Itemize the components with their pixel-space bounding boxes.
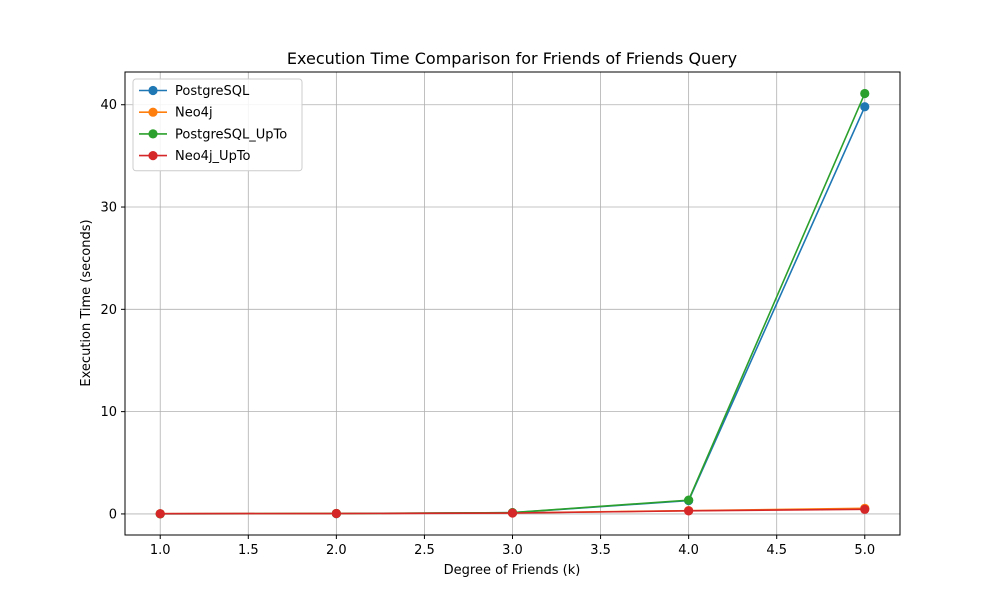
legend-swatch-marker bbox=[148, 151, 158, 161]
axis-ticks: 1.0 1.5 2.0 2.5 3.0 3.5 4.0 4.5 5.0 0 10 20 30 40 bbox=[100, 98, 875, 558]
legend-entry-neo4j-upto: Neo4j_UpTo bbox=[139, 149, 251, 164]
legend-swatch-marker bbox=[148, 85, 158, 96]
chart-title: Execution Time Comparison for Friends of… bbox=[287, 49, 737, 68]
data-point-neo4j-upto bbox=[155, 509, 165, 519]
data-point-postgresql bbox=[860, 102, 870, 112]
x-tick-label: 3.0 bbox=[502, 543, 523, 558]
series-neo4j-upto bbox=[155, 504, 870, 519]
legend-entry-postgresql-upto: PostgreSQL_UpTo bbox=[139, 127, 287, 142]
series-layer bbox=[155, 88, 870, 519]
x-tick-label: 2.0 bbox=[326, 543, 347, 558]
x-tick-label: 1.5 bbox=[238, 543, 259, 558]
data-point-neo4j-upto bbox=[860, 504, 870, 514]
legend-entry-neo4j: Neo4j bbox=[139, 106, 213, 121]
x-tick-label: 4.0 bbox=[678, 543, 699, 558]
data-point-neo4j-upto bbox=[684, 506, 694, 516]
legend-swatch-marker bbox=[148, 107, 158, 117]
x-tick-label: 2.5 bbox=[414, 543, 435, 558]
legend: PostgreSQL Neo4j PostgreSQL_UpTo Neo4j_UpTo bbox=[132, 78, 303, 172]
legend-label: PostgreSQL bbox=[175, 84, 250, 99]
legend-label: Neo4j bbox=[175, 106, 213, 121]
y-tick-label: 40 bbox=[100, 98, 117, 113]
legend-entry-postgresql: PostgreSQL bbox=[139, 84, 250, 99]
x-tick-label: 5.0 bbox=[854, 543, 875, 558]
data-point-postgresql-upto bbox=[684, 495, 694, 505]
legend-swatch-marker bbox=[148, 129, 158, 139]
legend-label: PostgreSQL_UpTo bbox=[175, 127, 287, 142]
x-tick-label: 3.5 bbox=[590, 543, 611, 558]
x-axis-label: Degree of Friends (k) bbox=[444, 563, 581, 578]
data-point-neo4j-upto bbox=[507, 508, 518, 518]
y-tick-label: 0 bbox=[109, 507, 117, 522]
x-tick-label: 1.0 bbox=[150, 543, 171, 558]
x-tick-label: 4.5 bbox=[766, 543, 787, 558]
legend-box bbox=[132, 78, 303, 172]
data-point-neo4j-upto bbox=[331, 508, 341, 519]
data-point-postgresql-upto bbox=[860, 88, 870, 99]
y-tick-label: 10 bbox=[100, 405, 117, 420]
legend-label: Neo4j_UpTo bbox=[175, 149, 251, 164]
y-tick-label: 30 bbox=[100, 201, 117, 216]
y-axis-label: Execution Time (seconds) bbox=[79, 219, 94, 386]
y-tick-label: 20 bbox=[100, 303, 117, 318]
